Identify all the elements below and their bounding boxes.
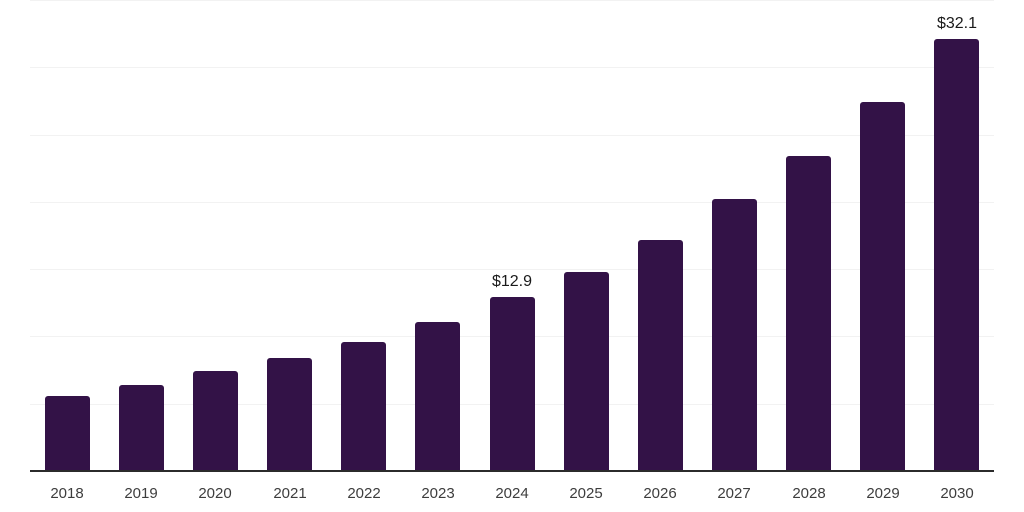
- x-tick-label-2024: 2024: [495, 485, 529, 502]
- x-tick-label-2018: 2018: [50, 485, 84, 502]
- gridline-25: [30, 135, 994, 136]
- x-tick-label-2023: 2023: [421, 485, 455, 502]
- x-tick-label-2020: 2020: [198, 485, 232, 502]
- x-tick-label-2027: 2027: [717, 485, 751, 502]
- bar-2018: [45, 396, 90, 471]
- x-tick-label-2025: 2025: [569, 485, 603, 502]
- x-tick-label-2030: 2030: [940, 485, 974, 502]
- bar-2025: [564, 272, 609, 471]
- gridline-15: [30, 269, 994, 270]
- x-axis-line: [30, 470, 994, 472]
- gridline-35: [30, 0, 994, 1]
- x-tick-label-2029: 2029: [866, 485, 900, 502]
- gridline-30: [30, 67, 994, 68]
- value-label-2024: $12.9: [491, 273, 533, 290]
- bar-2029: [860, 102, 905, 471]
- bar-2019: [119, 385, 164, 471]
- bar-2024: [490, 297, 535, 471]
- gridline-20: [30, 202, 994, 203]
- x-tick-label-2019: 2019: [124, 485, 158, 502]
- bar-2021: [267, 358, 312, 471]
- bar-2030: [934, 39, 979, 471]
- value-label-2030: $32.1: [936, 15, 978, 32]
- bar-2020: [193, 371, 238, 471]
- x-tick-label-2026: 2026: [643, 485, 677, 502]
- x-tick-label-2028: 2028: [792, 485, 826, 502]
- x-tick-label-2021: 2021: [273, 485, 307, 502]
- bar-2028: [786, 156, 831, 471]
- bar-2023: [415, 322, 460, 471]
- x-tick-label-2022: 2022: [347, 485, 381, 502]
- bar-2022: [341, 342, 386, 471]
- bar-2026: [638, 240, 683, 471]
- bar-2027: [712, 199, 757, 471]
